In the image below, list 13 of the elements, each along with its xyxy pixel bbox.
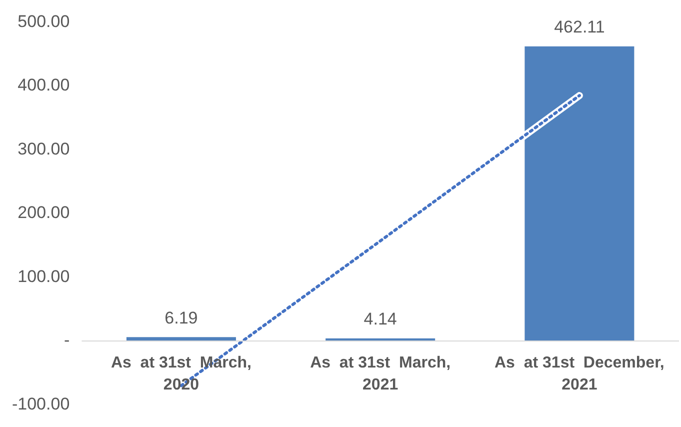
y-tick-label: 500.00 [18,12,70,31]
y-tick-label: -100.00 [12,394,70,414]
bar [524,46,634,342]
y-tick-label: 300.00 [18,139,70,158]
x-tick-label: As at 31st March, 2021 [310,354,451,394]
y-tick-label: 400.00 [18,76,70,95]
y-tick-label: 100.00 [18,266,70,286]
y-tick-label: 200.00 [18,203,70,222]
data-label: 462.11 [554,18,605,37]
y-tick-label: - [64,330,70,350]
data-label: 6.19 [164,308,198,328]
x-tick-label: As at 31st December, 2021 [494,354,664,394]
data-label: 4.14 [364,310,397,329]
